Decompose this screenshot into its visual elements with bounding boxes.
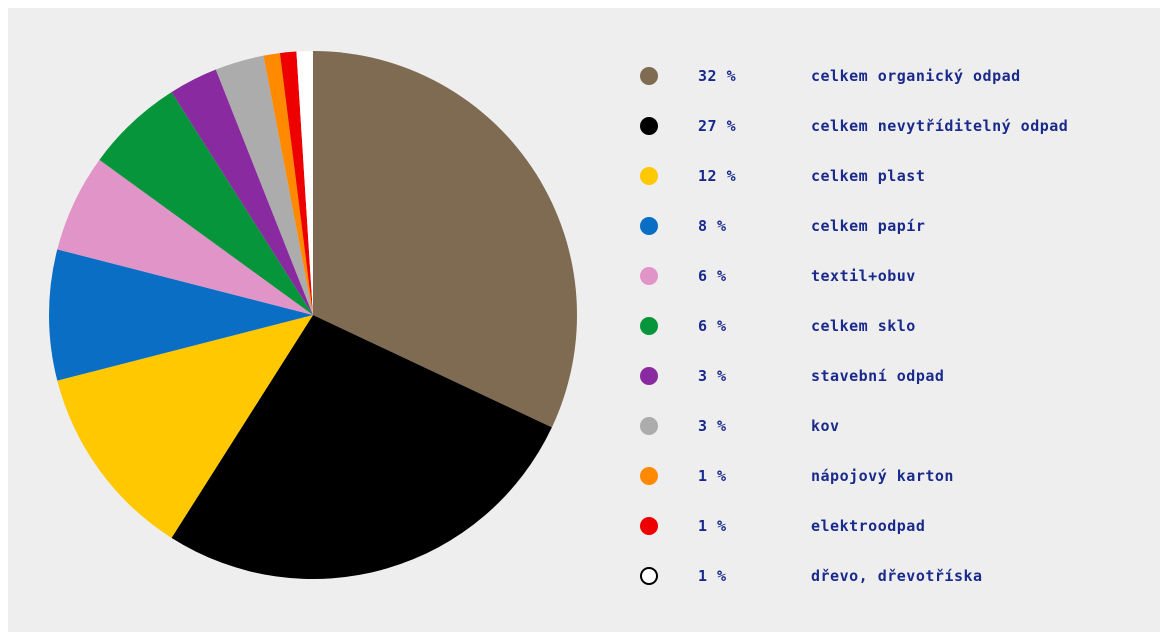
legend-label: dřevo, dřevotříska bbox=[811, 567, 983, 585]
pie-slice-1 bbox=[171, 315, 552, 579]
legend-label: textil+obuv bbox=[811, 267, 916, 285]
pie-slice-7 bbox=[215, 55, 313, 316]
chart-panel: 32 % celkem organický odpad 27 % celkem nev… bbox=[8, 8, 1160, 632]
legend-value: 1 % bbox=[698, 567, 727, 585]
legend-value: 6 % bbox=[698, 317, 727, 335]
legend-swatch bbox=[640, 267, 658, 285]
legend-swatch bbox=[640, 117, 658, 135]
pie-slice-6 bbox=[171, 69, 313, 315]
legend-item: 1 % nápojový karton bbox=[640, 458, 1160, 494]
pie-slice-8 bbox=[263, 53, 313, 315]
legend-value: 1 % bbox=[698, 517, 727, 535]
legend-item: 8 % celkem papír bbox=[640, 208, 1160, 244]
legend-value: 6 % bbox=[698, 267, 727, 285]
legend-item: 6 % textil+obuv bbox=[640, 258, 1160, 294]
pie-slice-4 bbox=[57, 159, 313, 315]
legend-swatch bbox=[640, 317, 658, 335]
legend-value: 32 % bbox=[698, 67, 737, 85]
legend-label: celkem sklo bbox=[811, 317, 916, 335]
legend-label: celkem organický odpad bbox=[811, 67, 1021, 85]
legend-item: 1 % elektroodpad bbox=[640, 508, 1160, 544]
pie-slice-5 bbox=[99, 92, 313, 315]
legend-item: 1 % dřevo, dřevotříska bbox=[640, 558, 1160, 594]
legend-label: celkem nevytříditelný odpad bbox=[811, 117, 1069, 135]
legend-value: 1 % bbox=[698, 467, 727, 485]
legend-item: 3 % kov bbox=[640, 408, 1160, 444]
legend-value: 8 % bbox=[698, 217, 727, 235]
legend-value: 3 % bbox=[698, 367, 727, 385]
legend-swatch bbox=[640, 67, 658, 85]
legend-swatch bbox=[640, 217, 658, 235]
pie-slices bbox=[48, 51, 577, 579]
legend-item: 27 % celkem nevytříditelný odpad bbox=[640, 108, 1160, 144]
legend-item: 12 % celkem plast bbox=[640, 158, 1160, 194]
legend-label: celkem papír bbox=[811, 217, 926, 235]
legend-value: 12 % bbox=[698, 167, 737, 185]
legend-item: 32 % celkem organický odpad bbox=[640, 58, 1160, 94]
pie-chart bbox=[48, 51, 577, 579]
legend-swatch bbox=[640, 417, 658, 435]
pie-slice-9 bbox=[279, 51, 313, 316]
legend-label: elektroodpad bbox=[811, 517, 926, 535]
legend-swatch bbox=[640, 517, 658, 535]
legend-item: 3 % stavební odpad bbox=[640, 358, 1160, 394]
pie-slice-2 bbox=[57, 315, 313, 538]
legend-swatch bbox=[640, 567, 658, 585]
legend-swatch bbox=[640, 367, 658, 385]
pie-slice-10 bbox=[296, 51, 313, 315]
legend-label: celkem plast bbox=[811, 167, 926, 185]
legend-value: 27 % bbox=[698, 117, 737, 135]
legend-swatch bbox=[640, 467, 658, 485]
legend-label: stavební odpad bbox=[811, 367, 945, 385]
legend-value: 3 % bbox=[698, 417, 727, 435]
legend-item: 6 % celkem sklo bbox=[640, 308, 1160, 344]
legend-label: nápojový karton bbox=[811, 467, 954, 485]
legend-label: kov bbox=[811, 417, 840, 435]
legend-swatch bbox=[640, 167, 658, 185]
pie-slice-3 bbox=[48, 249, 313, 381]
pie-slice-0 bbox=[313, 51, 577, 428]
